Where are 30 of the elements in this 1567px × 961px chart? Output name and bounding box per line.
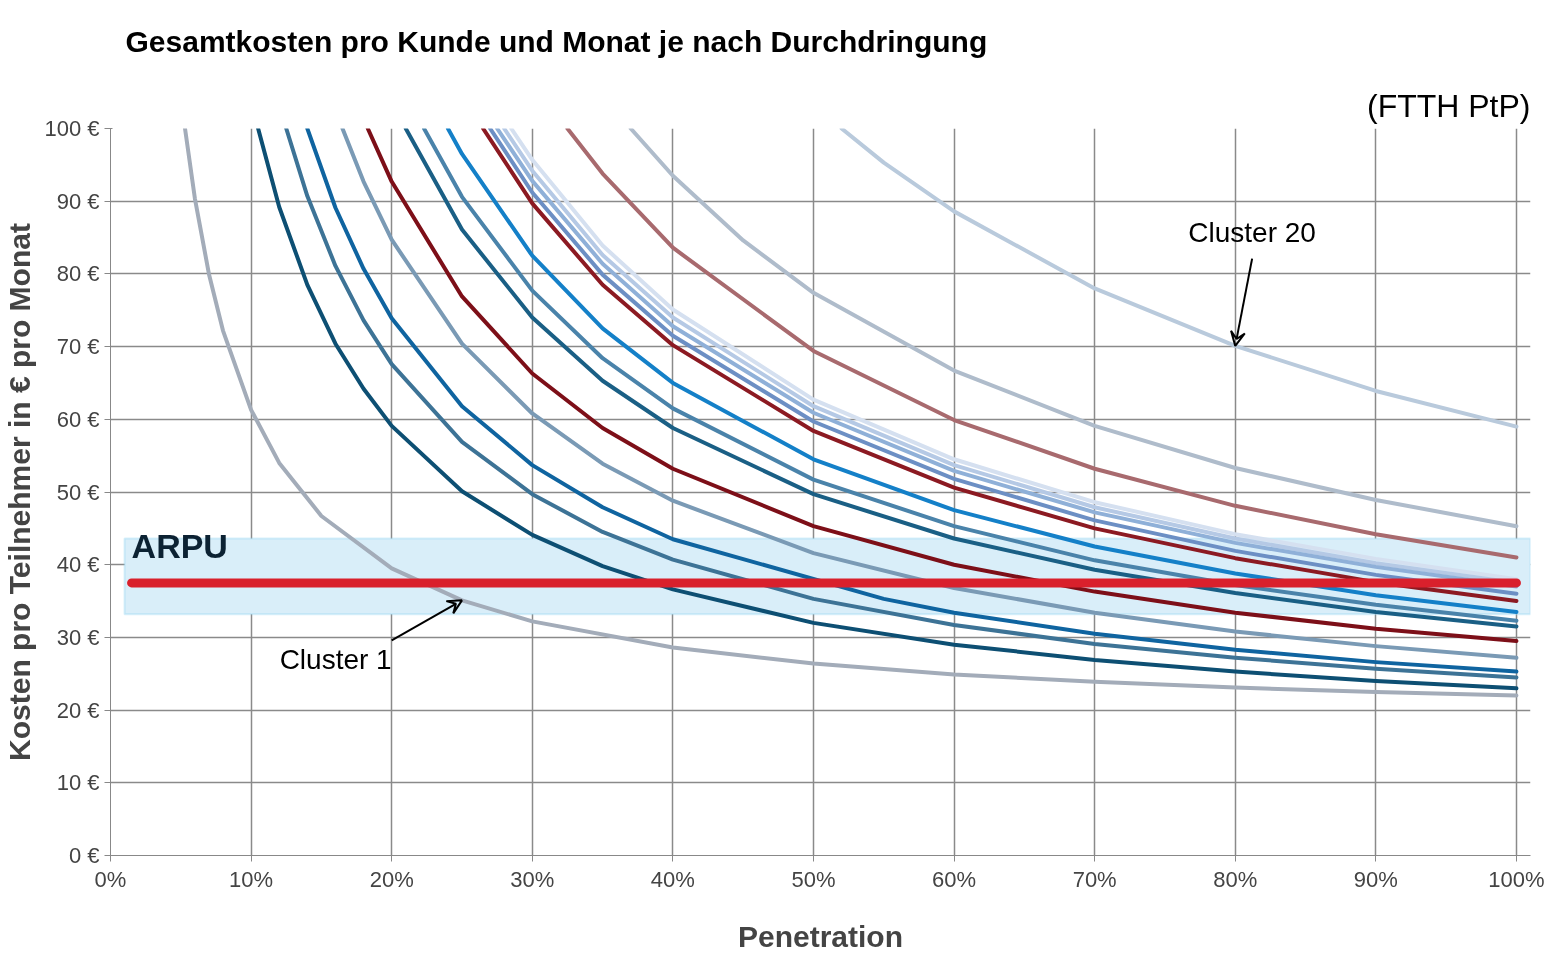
x-axis-title: Penetration — [737, 919, 904, 953]
annotation: Cluster 1 — [279, 643, 392, 675]
x-tick-label: 40% — [650, 866, 695, 892]
line-series — [839, 128, 1519, 429]
chart-subtitle: (FTTH PtP) — [1366, 87, 1531, 124]
ref-line-label: ARPU — [131, 526, 228, 565]
chart-title: Gesamtkosten pro Kunde und Monat je nach Durchdringung — [125, 25, 988, 58]
y-tick-label: 60 € — [56, 406, 100, 432]
x-tick-label: 50% — [791, 866, 836, 892]
annotation: Cluster 20 — [1188, 216, 1316, 248]
x-tick-label: 10% — [229, 866, 274, 892]
y-tick-label: 10 € — [56, 770, 100, 796]
x-tick-label: 90% — [1353, 866, 1398, 892]
x-tick-label: 20% — [369, 866, 414, 892]
x-tick-label: 100% — [1488, 866, 1545, 892]
x-tick-label: 60% — [932, 866, 977, 892]
y-tick-label: 100 € — [44, 116, 100, 141]
y-axis-title: Kosten pro Teilnehmer in € pro Monat — [3, 223, 37, 761]
x-tick-label: 30% — [510, 866, 555, 892]
y-tick-label: 70 € — [56, 334, 100, 360]
y-tick-label: 20 € — [56, 697, 100, 723]
y-tick-label: 40 € — [56, 552, 100, 578]
y-tick-label: 90 € — [56, 188, 100, 214]
y-tick-label: 80 € — [56, 261, 100, 287]
x-tick-label: 80% — [1213, 866, 1258, 892]
x-tick-label: 0% — [94, 866, 127, 892]
y-tick-label: 50 € — [56, 479, 100, 505]
y-tick-label: 0 € — [68, 843, 100, 868]
y-tick-label: 30 € — [56, 624, 100, 650]
x-tick-label: 70% — [1072, 866, 1117, 892]
